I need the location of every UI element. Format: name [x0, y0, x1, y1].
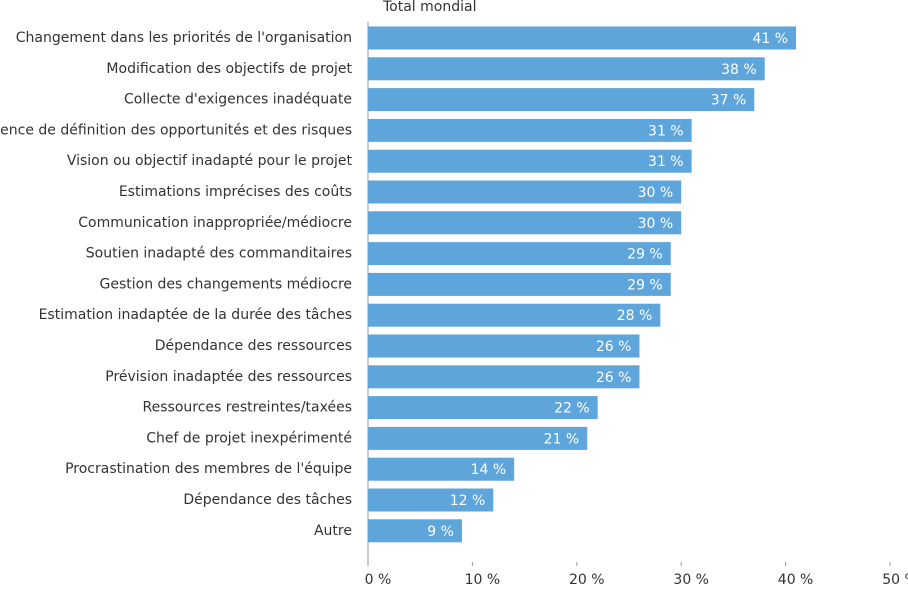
y-tick-label: Modification des objectifs de projet	[106, 61, 352, 77]
bar	[368, 26, 797, 50]
y-tick-label: Changement dans les priorités de l'organ…	[16, 30, 352, 46]
value-label: 29 %	[627, 277, 663, 293]
x-tick-label: 10 %	[465, 572, 501, 587]
y-tick-label: Communication inappropriée/médiocre	[78, 215, 352, 231]
value-label: 22 %	[554, 401, 590, 417]
y-tick-label: Gestion des changements médiocre	[100, 276, 353, 292]
y-tick-label: Chef de projet inexpérimenté	[146, 430, 352, 446]
bar	[368, 457, 515, 481]
bar	[368, 88, 755, 112]
bar	[368, 272, 671, 296]
bar	[368, 334, 640, 358]
series-label: Total mondial	[382, 0, 476, 15]
bar	[368, 118, 692, 142]
bar	[368, 149, 692, 173]
y-tick-label: Dépendance des ressources	[155, 338, 352, 354]
bar	[368, 180, 682, 204]
bar	[368, 396, 598, 420]
bar	[368, 426, 588, 450]
x-tick-label: 0 %	[365, 572, 392, 587]
value-label: 37 %	[711, 93, 747, 109]
y-tick-label: Soutien inadapté des commanditaires	[86, 246, 352, 262]
y-tick-label: Dépendance des tâches	[183, 492, 352, 508]
y-tick-label: Ressources restreintes/taxées	[143, 400, 352, 416]
value-label: 31 %	[648, 123, 684, 139]
y-tick-label: Estimations imprécises des coûts	[119, 184, 352, 200]
value-label: 30 %	[638, 185, 674, 201]
value-label: 30 %	[638, 216, 674, 232]
bar	[368, 242, 671, 266]
value-label: 28 %	[617, 308, 653, 324]
value-label: 14 %	[471, 462, 507, 478]
value-label: 21 %	[544, 431, 580, 447]
value-label: 41 %	[752, 31, 788, 47]
y-tick-label: Autre	[314, 523, 352, 539]
y-tick-label: Absence de définition des opportunités e…	[0, 122, 352, 138]
value-label: 38 %	[721, 62, 757, 78]
x-tick-label: 30 %	[673, 572, 709, 587]
x-tick-label: 40 %	[778, 572, 814, 587]
value-label: 26 %	[596, 370, 632, 386]
bar	[368, 57, 765, 81]
x-tick-label: 50 %	[882, 572, 908, 587]
value-label: 29 %	[627, 247, 663, 263]
y-tick-label: Vision ou objectif inadapté pour le proj…	[67, 153, 353, 169]
bar	[368, 211, 682, 235]
bar	[368, 365, 640, 389]
y-tick-label: Estimation inadaptée de la durée des tâc…	[39, 307, 352, 323]
bar	[368, 488, 494, 512]
y-tick-label: Collecte d'exigences inadéquate	[124, 92, 352, 108]
value-label: 9 %	[427, 524, 454, 540]
y-tick-label: Prévision inadaptée des ressources	[105, 369, 352, 385]
value-label: 12 %	[450, 493, 486, 509]
y-tick-label: Procrastination des membres de l'équipe	[65, 461, 352, 477]
bar	[368, 519, 462, 543]
bar	[368, 303, 661, 327]
value-label: 31 %	[648, 154, 684, 170]
x-tick-label: 20 %	[569, 572, 605, 587]
value-label: 26 %	[596, 339, 632, 355]
